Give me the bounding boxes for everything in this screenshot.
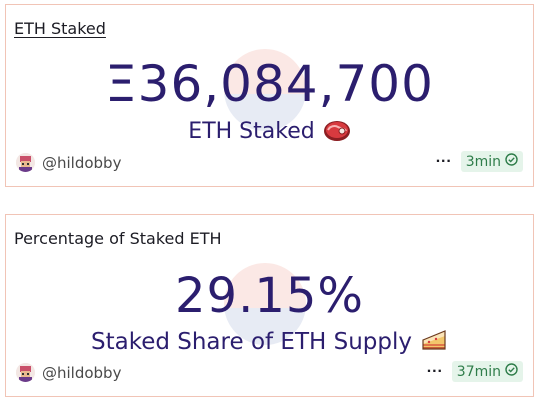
card-title: Percentage of Staked ETH: [14, 229, 222, 248]
check-circle-icon: [505, 153, 518, 170]
cake-emoji-icon: [420, 327, 448, 359]
avatar[interactable]: [16, 363, 35, 382]
check-circle-icon: [505, 363, 518, 380]
counter-label: ETH Staked: [188, 119, 315, 144]
steak-emoji-icon: [323, 118, 351, 148]
card-meta: ··· 3min: [436, 151, 523, 172]
counter-label-row: ETH Staked: [6, 118, 533, 148]
counter-label: Staked Share of ETH Supply: [90, 329, 412, 355]
author-username[interactable]: @hildobby: [42, 153, 122, 172]
watermark-logo: [224, 49, 306, 131]
refresh-time: 37min: [456, 363, 501, 380]
author-block[interactable]: @hildobby: [16, 153, 121, 172]
author-block[interactable]: @hildobby: [16, 363, 121, 382]
card-title-link[interactable]: ETH Staked: [14, 19, 106, 38]
eth-staked-card: ETH Staked Ξ36,084,700 ETH Staked @hildo…: [5, 4, 534, 187]
more-dots-icon[interactable]: ···: [435, 152, 452, 170]
avatar[interactable]: [16, 153, 35, 172]
staked-percentage-card: Percentage of Staked ETH 29.15% Staked S…: [5, 214, 534, 397]
author-username[interactable]: @hildobby: [42, 363, 122, 382]
counter-label-row: Staked Share of ETH Supply: [6, 327, 533, 359]
refresh-badge[interactable]: 3min: [460, 151, 523, 172]
refresh-badge[interactable]: 37min: [451, 361, 523, 382]
more-dots-icon[interactable]: ···: [426, 362, 443, 380]
card-meta: ··· 37min: [427, 361, 523, 382]
counter-value: 29.15%: [174, 268, 365, 324]
watermark-logo: [224, 263, 306, 345]
counter-value: Ξ36,084,700: [105, 55, 434, 113]
refresh-time: 3min: [465, 153, 501, 170]
